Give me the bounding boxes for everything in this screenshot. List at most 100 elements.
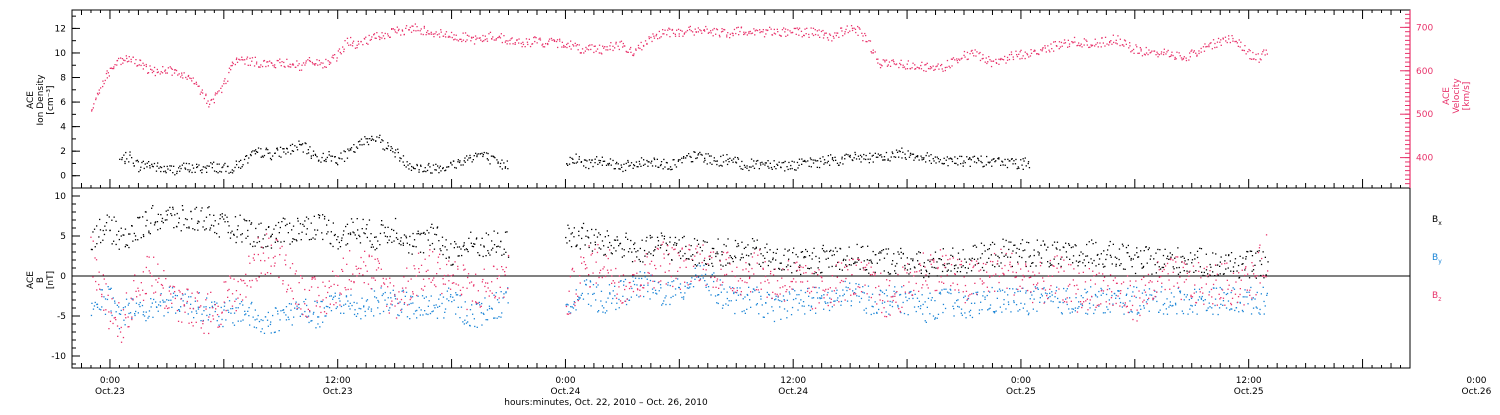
data-point xyxy=(797,309,798,310)
data-point xyxy=(1026,53,1027,54)
data-point xyxy=(675,34,676,35)
data-point xyxy=(213,318,214,319)
data-point xyxy=(879,259,880,260)
data-point xyxy=(479,255,480,256)
data-point xyxy=(438,172,439,173)
data-point xyxy=(665,304,666,305)
data-point xyxy=(210,227,211,228)
data-point xyxy=(360,308,361,309)
data-point xyxy=(305,143,306,144)
data-point xyxy=(1146,52,1147,53)
data-point xyxy=(489,163,490,164)
data-point xyxy=(834,254,835,255)
data-point xyxy=(123,320,124,321)
data-point xyxy=(381,32,382,33)
data-point xyxy=(184,304,185,305)
data-point xyxy=(619,49,620,50)
data-point xyxy=(134,63,135,64)
data-point xyxy=(302,224,303,225)
data-point xyxy=(924,262,925,263)
data-point xyxy=(865,35,866,36)
data-point xyxy=(471,243,472,244)
data-point xyxy=(1097,254,1098,255)
data-point xyxy=(128,247,129,248)
data-point xyxy=(356,146,357,147)
data-point xyxy=(1215,253,1216,254)
data-point xyxy=(103,310,104,311)
data-point xyxy=(752,247,753,248)
data-point xyxy=(251,61,252,62)
data-point xyxy=(434,249,435,250)
data-point xyxy=(196,313,197,314)
data-point xyxy=(1129,45,1130,46)
y-tick-label-field: -10 xyxy=(51,352,66,362)
data-point xyxy=(1190,51,1191,52)
data-point xyxy=(457,294,458,295)
data-point xyxy=(800,290,801,291)
data-point xyxy=(332,299,333,300)
data-point xyxy=(815,160,816,161)
data-point xyxy=(815,29,816,30)
data-point xyxy=(485,36,486,37)
data-point xyxy=(1087,44,1088,45)
data-point xyxy=(406,292,407,293)
data-point xyxy=(650,37,651,38)
data-point xyxy=(674,164,675,165)
data-point xyxy=(791,314,792,315)
data-point xyxy=(264,333,265,334)
data-point xyxy=(873,251,874,252)
data-point xyxy=(235,64,236,65)
data-point xyxy=(643,285,644,286)
data-point xyxy=(407,243,408,244)
data-point xyxy=(321,232,322,233)
data-point xyxy=(1164,264,1165,265)
data-point xyxy=(626,163,627,164)
data-point xyxy=(1132,50,1133,51)
data-point xyxy=(781,269,782,270)
data-point xyxy=(832,306,833,307)
data-point xyxy=(887,160,888,161)
data-point xyxy=(221,319,222,320)
data-point xyxy=(470,40,471,41)
data-point xyxy=(197,291,198,292)
data-point xyxy=(264,234,265,235)
data-point xyxy=(973,246,974,247)
data-point xyxy=(799,303,800,304)
data-point xyxy=(1244,269,1245,270)
data-point xyxy=(1023,160,1024,161)
data-point xyxy=(1252,271,1253,272)
data-point xyxy=(149,257,150,258)
x-tick-date-6: Oct.26 xyxy=(1461,387,1491,397)
data-point xyxy=(1194,258,1195,259)
data-point xyxy=(1141,50,1142,51)
data-point xyxy=(124,60,125,61)
data-point xyxy=(400,240,401,241)
data-point xyxy=(132,241,133,242)
data-point xyxy=(737,157,738,158)
data-point xyxy=(1028,161,1029,162)
data-point xyxy=(299,144,300,145)
data-point xyxy=(613,290,614,291)
data-point xyxy=(322,214,323,215)
data-point xyxy=(1264,313,1265,314)
data-point xyxy=(750,307,751,308)
data-point xyxy=(375,140,376,141)
data-point xyxy=(886,60,887,61)
data-point xyxy=(481,303,482,304)
density-axis-title-line-1: Ion Density xyxy=(36,74,46,126)
data-point xyxy=(133,163,134,164)
data-point xyxy=(326,233,327,234)
data-point xyxy=(1138,312,1139,313)
data-point xyxy=(502,42,503,43)
data-point xyxy=(1013,300,1014,301)
data-point xyxy=(1255,59,1256,60)
data-point xyxy=(1033,291,1034,292)
legend-By: By xyxy=(1432,253,1442,265)
data-point xyxy=(655,246,656,247)
data-point xyxy=(864,292,865,293)
data-point xyxy=(336,163,337,164)
data-point xyxy=(1049,266,1050,267)
data-point xyxy=(1210,264,1211,265)
data-point xyxy=(611,165,612,166)
data-point xyxy=(892,153,893,154)
